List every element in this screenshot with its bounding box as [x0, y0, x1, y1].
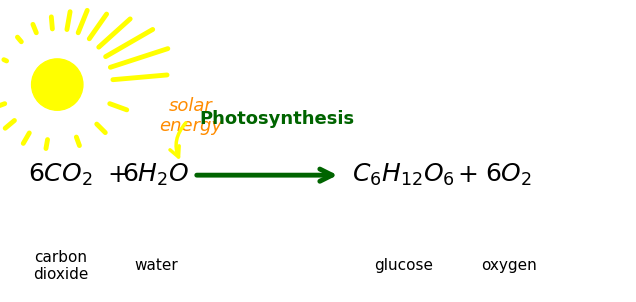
Text: water: water [134, 258, 177, 273]
Text: $6O_2$: $6O_2$ [485, 162, 532, 188]
Text: oxygen: oxygen [481, 258, 537, 273]
Text: $6CO_2$: $6CO_2$ [28, 162, 93, 188]
Text: $6H_2O$: $6H_2O$ [122, 162, 190, 188]
Text: glucose: glucose [375, 258, 433, 273]
Text: carbon
dioxide: carbon dioxide [32, 249, 88, 282]
Text: +: + [107, 163, 128, 187]
Text: $C_6H_{12}O_6$: $C_6H_{12}O_6$ [352, 162, 455, 188]
Text: +: + [457, 163, 478, 187]
Ellipse shape [32, 59, 83, 110]
Text: Photosynthesis: Photosynthesis [199, 110, 354, 128]
Text: solar
energy: solar energy [159, 97, 223, 135]
